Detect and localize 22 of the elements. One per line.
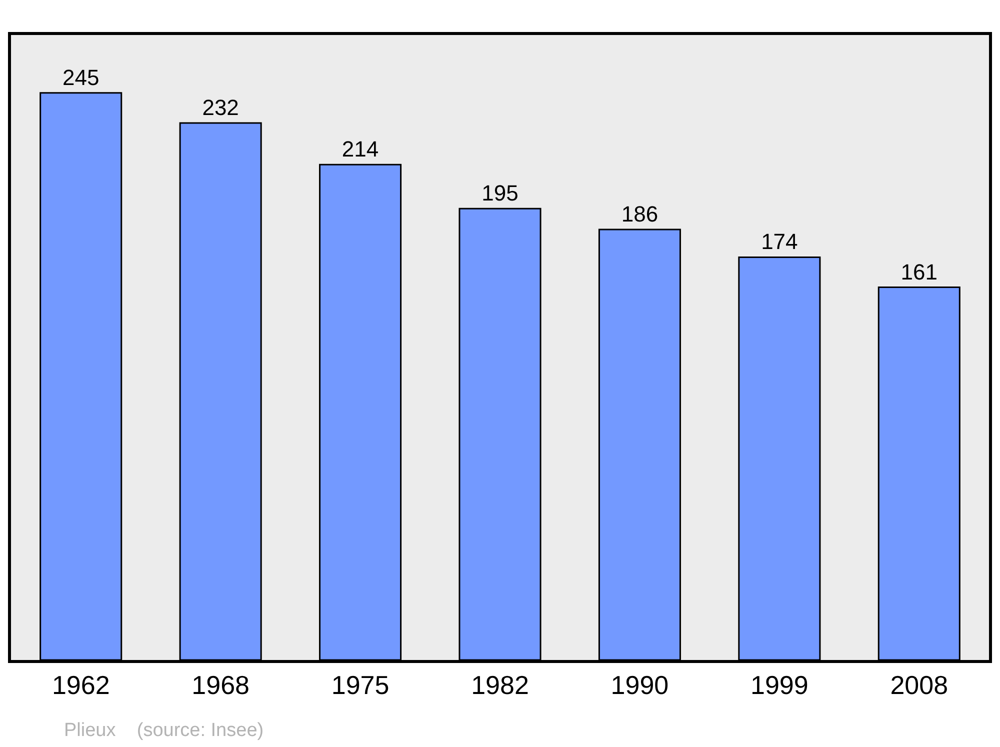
x-tick-label: 2008 [890,670,948,700]
data-label: 186 [621,201,658,226]
data-label: 195 [482,180,518,206]
bar [598,228,681,660]
data-label: 161 [900,259,938,284]
data-label: 174 [761,229,798,254]
bar [738,256,821,660]
bar [319,164,402,660]
data-label: 245 [62,64,100,90]
bar [878,286,960,660]
x-tick-label: 1990 [610,670,669,700]
text: Plieux (source: Insee) [64,720,264,741]
x-tick-label: 1962 [52,670,110,700]
bar [458,208,542,660]
x-tick-label: 1968 [192,670,250,700]
x-tick-label: 1999 [750,670,808,700]
bar [179,122,262,660]
data-label: 214 [342,136,379,162]
x-tick-label: 1975 [331,670,390,700]
data-label: 232 [202,94,239,120]
bar [40,92,122,660]
x-tick-label: 1982 [471,670,529,700]
